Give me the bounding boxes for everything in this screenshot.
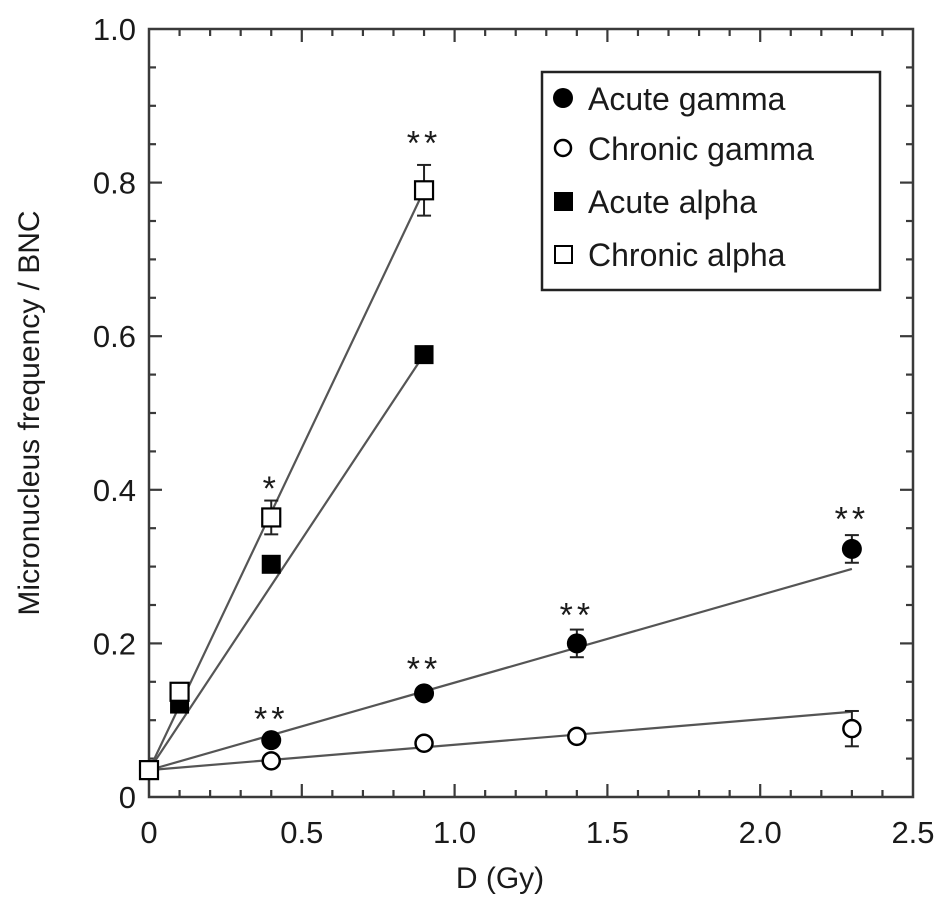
legend-label: Acute gamma [588, 81, 786, 117]
filled-square-marker [261, 554, 281, 574]
open-circle-marker [567, 726, 587, 747]
y-axis-tick-labels: 0 0.2 0.4 0.6 0.8 1.0 [93, 12, 136, 815]
open-square-icon [554, 245, 573, 264]
filled-circle-marker [414, 683, 435, 704]
open-circle-marker [414, 733, 434, 753]
filled-square-icon [554, 192, 573, 211]
significance-asterisks: ** [407, 124, 441, 162]
filled-circle-icon [553, 88, 573, 108]
legend-label: Acute alpha [588, 184, 757, 220]
fit-line [148, 189, 426, 771]
legend: Acute gamma Chronic gamma Acute alpha Ch… [540, 70, 882, 292]
legend-box [540, 70, 882, 292]
y-tick-label: 0.4 [93, 473, 136, 508]
x-tick-label: 1.0 [433, 815, 476, 850]
filled-circle-marker [566, 633, 587, 654]
y-axis-label: Micronucleus frequency / BNC [13, 210, 46, 615]
open-square-marker [138, 760, 160, 781]
legend-label: Chronic alpha [588, 237, 786, 273]
open-circle-marker [261, 751, 281, 771]
significance-asterisks: ** [407, 650, 441, 688]
y-tick-label: 1.0 [93, 12, 136, 47]
x-tick-label: 2.0 [739, 815, 782, 850]
significance-annotations: *********** [254, 124, 869, 738]
legend-label: Chronic gamma [588, 131, 814, 167]
filled-square-marker [414, 345, 434, 365]
x-tick-label: 1.5 [586, 815, 629, 850]
legend-item-chronic-gamma: Chronic gamma [553, 131, 814, 167]
significance-asterisks: * [263, 470, 280, 508]
x-tick-label: 0.5 [280, 815, 323, 850]
y-tick-label: 0 [119, 780, 136, 815]
x-axis-label: D (Gy) [456, 862, 544, 895]
fit-line [148, 354, 425, 771]
significance-asterisks: ** [835, 501, 869, 539]
x-tick-label: 0 [140, 815, 157, 850]
open-square-marker [261, 507, 282, 528]
y-tick-label: 0.6 [93, 319, 136, 354]
x-tick-label: 2.5 [891, 815, 934, 850]
open-square-marker [413, 180, 435, 201]
filled-circle-marker [841, 538, 862, 559]
filled-circle-marker [261, 730, 282, 751]
significance-asterisks: ** [254, 700, 288, 738]
x-axis-tick-labels: 0 0.5 1.0 1.5 2.0 2.5 [140, 815, 934, 850]
open-circle-icon [553, 138, 573, 158]
open-circle-marker [842, 718, 862, 739]
y-tick-label: 0.2 [93, 626, 136, 661]
data-markers [138, 180, 862, 781]
open-square-marker [169, 681, 190, 702]
legend-item-acute-gamma: Acute gamma [553, 81, 786, 117]
axis-ticks [149, 29, 913, 797]
significance-asterisks: ** [560, 597, 594, 635]
legend-item-acute-alpha: Acute alpha [554, 184, 757, 220]
y-tick-label: 0.8 [93, 166, 136, 201]
legend-item-chronic-alpha: Chronic alpha [554, 237, 786, 273]
